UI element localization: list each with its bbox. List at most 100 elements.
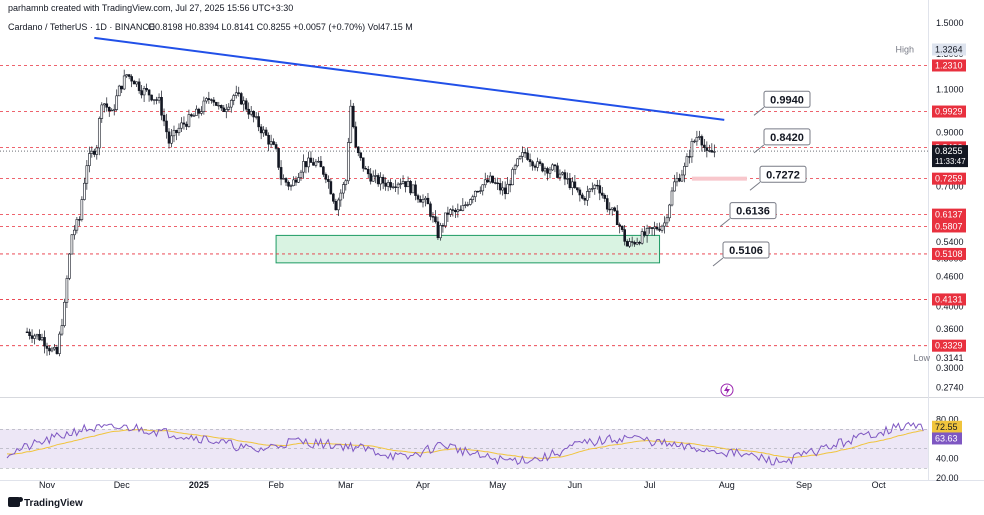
lightning-icon — [720, 383, 734, 397]
candle-body — [503, 187, 507, 195]
candle-body — [466, 204, 470, 206]
candle-body — [583, 197, 587, 201]
candle-body — [354, 126, 358, 148]
candle-body — [376, 175, 380, 185]
candle-body — [135, 81, 138, 85]
chart-symbol: Cardano / TetherUS · 1D · BINANCE — [8, 22, 155, 32]
candle-body — [292, 179, 295, 186]
candle-body — [566, 178, 569, 180]
candle-body — [88, 153, 91, 167]
candle-body — [63, 301, 66, 326]
candle-body — [683, 165, 686, 176]
candle-body — [638, 241, 641, 244]
candle-body — [391, 186, 395, 188]
time-tick: Jul — [644, 480, 656, 490]
price-tick: 0.3600 — [936, 324, 964, 334]
candle-body — [625, 241, 629, 247]
candle-body — [359, 152, 363, 159]
candle-body — [459, 209, 462, 211]
candle-body — [239, 93, 243, 105]
candle-body — [705, 147, 709, 151]
candle-body — [486, 179, 490, 183]
tradingview-logo: TradingView — [8, 497, 83, 509]
rsi-ma-tag-text: 72.55 — [935, 422, 958, 432]
candle-body — [160, 97, 163, 116]
candle-body — [488, 175, 492, 183]
time-tick: Feb — [268, 480, 284, 490]
candle-body — [673, 181, 676, 192]
candle-body — [170, 135, 173, 144]
candle-body — [713, 151, 716, 153]
candle-body — [259, 126, 263, 134]
candle-body — [543, 168, 547, 172]
candle-body — [680, 174, 684, 182]
candle-body — [110, 109, 114, 112]
candle-body — [600, 192, 604, 196]
candle-body — [498, 183, 502, 191]
candle-body — [252, 110, 255, 118]
candle-body — [518, 156, 522, 160]
candle-body — [97, 118, 101, 149]
candle-body — [643, 231, 646, 236]
rsi-tag — [932, 432, 962, 445]
resistance-trendline — [94, 36, 725, 121]
candle-body — [190, 114, 193, 117]
candle-body — [670, 190, 674, 206]
time-tick: Dec — [114, 480, 131, 490]
candle-body — [496, 182, 499, 185]
candle-body — [516, 158, 519, 167]
candle-body — [329, 181, 333, 195]
candle-body — [132, 80, 136, 85]
candle-body — [35, 333, 39, 337]
candle-body — [551, 164, 554, 171]
candle-body — [105, 103, 109, 108]
candle-body — [356, 146, 360, 154]
price-tick: 1.5000 — [936, 18, 964, 28]
candle-body — [75, 219, 79, 231]
chart-credit: parhamnb created with TradingView.com, J… — [8, 3, 294, 13]
candle-body — [53, 347, 56, 350]
candle-body — [319, 160, 323, 168]
candle-body — [528, 159, 532, 163]
candle-body — [411, 184, 415, 194]
candle-body — [102, 103, 106, 106]
candle-body — [237, 92, 241, 94]
candle-body — [272, 141, 275, 145]
candle-body — [473, 190, 477, 198]
candle-body — [379, 176, 382, 185]
candle-body — [125, 74, 128, 77]
candle-body — [282, 178, 285, 180]
candle-body — [685, 156, 689, 167]
candle-body — [635, 241, 639, 245]
candle-body — [220, 105, 223, 109]
candle-body — [80, 199, 84, 220]
level-tag — [932, 59, 966, 72]
candle-body — [162, 114, 166, 122]
candle-body — [217, 105, 221, 107]
candle-body — [85, 165, 89, 184]
candle-body — [523, 152, 527, 154]
level-tag-text: 0.9929 — [935, 107, 963, 117]
candle-body — [615, 210, 619, 226]
candle-body — [147, 89, 151, 96]
candle-body — [165, 120, 168, 133]
candle-body — [332, 193, 335, 202]
candle-body — [521, 152, 524, 157]
candle-body — [234, 92, 238, 96]
candle-body — [60, 325, 64, 335]
time-tick: Nov — [39, 480, 56, 490]
candle-body — [150, 94, 153, 101]
callout-pointer — [712, 257, 724, 267]
candle-body — [140, 90, 143, 96]
price-tick: 0.3000 — [936, 363, 964, 373]
candle-body — [157, 97, 161, 101]
candle-body — [401, 181, 405, 184]
candle-body — [339, 192, 343, 201]
candle-body — [187, 114, 191, 127]
candle-body — [675, 177, 679, 183]
candle-body — [613, 207, 617, 212]
candle-body — [334, 200, 338, 211]
callout-label: 0.7272 — [766, 169, 800, 181]
candle-body — [117, 85, 121, 97]
